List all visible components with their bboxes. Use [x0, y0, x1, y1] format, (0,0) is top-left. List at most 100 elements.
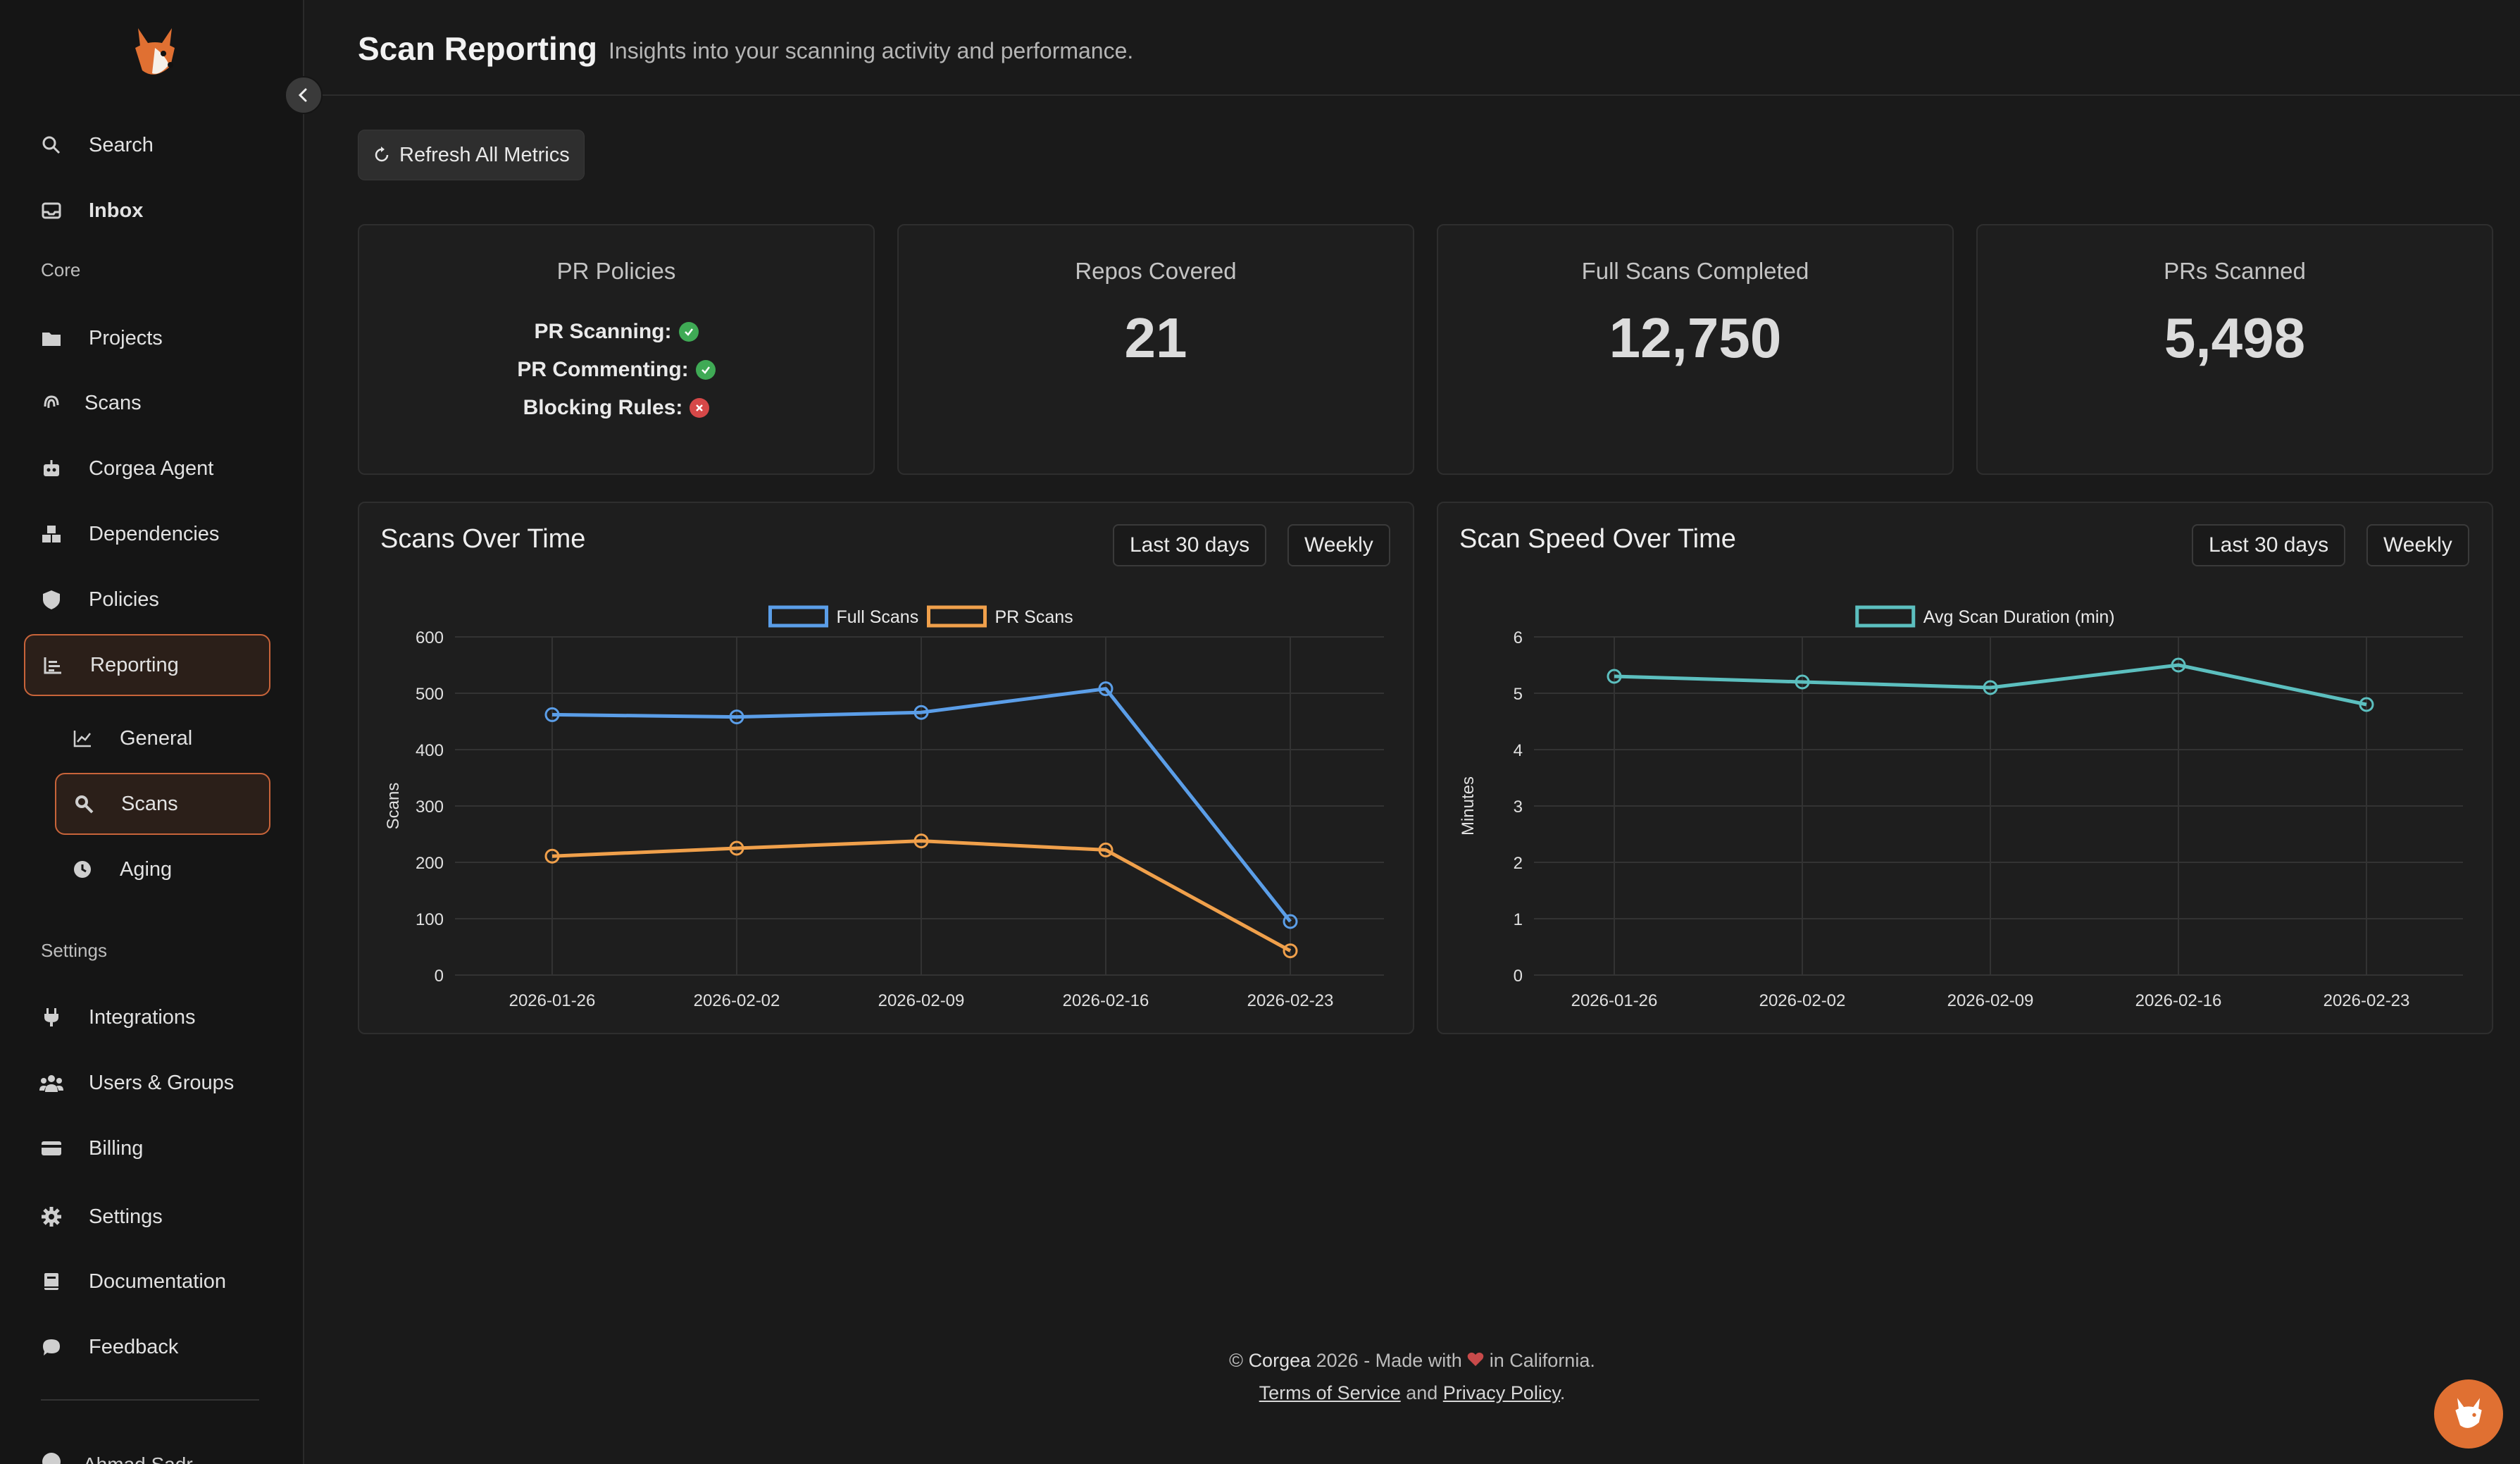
x-circle-icon	[690, 398, 710, 418]
nav-dependencies[interactable]: Dependencies	[24, 503, 270, 565]
nav-scans[interactable]: Scans	[24, 372, 270, 434]
nav-reporting-label: Reporting	[90, 653, 179, 676]
nav-dependencies-label: Dependencies	[89, 522, 220, 545]
corgea-logo[interactable]	[125, 24, 185, 83]
nav-reporting-aging-label: Aging	[120, 857, 173, 881]
users-icon	[39, 1071, 63, 1095]
folder-icon	[39, 326, 63, 350]
data-point	[1607, 669, 1622, 684]
x-tick-label: 2026-02-09	[1947, 991, 2034, 1010]
legend-label: PR Scans	[995, 607, 1073, 627]
search-chart-icon	[72, 792, 96, 816]
sidebar-divider	[41, 1399, 259, 1401]
nav-scans-label: Scans	[85, 391, 142, 414]
nav-reporting-general[interactable]: General	[55, 707, 270, 769]
inbox-icon	[39, 199, 63, 223]
data-point	[544, 707, 560, 722]
cubes-icon	[39, 522, 63, 546]
interval-select[interactable]: Weekly	[1287, 524, 1390, 566]
refresh-all-metrics-label: Refresh All Metrics	[399, 143, 570, 166]
series-line	[1614, 663, 2367, 707]
nav-feedback[interactable]: Feedback	[24, 1316, 270, 1378]
nav-settings[interactable]: Settings	[24, 1186, 270, 1248]
privacy-link[interactable]: Privacy Policy	[1442, 1382, 1560, 1403]
section-core-label: Core	[41, 259, 81, 280]
refresh-all-metrics-button[interactable]: Refresh All Metrics	[358, 130, 585, 180]
footer-period: .	[1559, 1382, 1566, 1403]
footer-copyright: © Corgea 2026 - Made with in California.	[304, 1350, 2520, 1372]
nav-policies[interactable]: Policies	[24, 569, 270, 631]
nav-corgea-agent[interactable]: Corgea Agent	[24, 438, 270, 500]
collapse-sidebar-button[interactable]	[285, 76, 323, 114]
card-repos-covered-title: Repos Covered	[1075, 258, 1237, 284]
data-point	[1795, 674, 1810, 690]
line-chart-icon	[70, 726, 94, 750]
panel-speed-title: Scan Speed Over Time	[1459, 524, 1736, 554]
y-tick-label: 6	[1514, 628, 1523, 647]
data-point	[913, 705, 929, 720]
nav-reporting[interactable]: Reporting	[24, 634, 270, 696]
policy-pr-scanning-label: PR Scanning:	[534, 320, 672, 343]
shield-icon	[39, 588, 63, 612]
terms-link[interactable]: Terms of Service	[1259, 1382, 1401, 1403]
clock-icon	[70, 857, 94, 881]
policy-blocking-rules-label: Blocking Rules:	[523, 396, 683, 419]
chevron-left-icon	[298, 88, 307, 102]
y-tick-label: 2	[1514, 854, 1523, 873]
refresh-icon	[375, 147, 389, 162]
interval-select[interactable]: Weekly	[2366, 524, 2469, 566]
x-tick-label: 2026-01-26	[509, 991, 596, 1010]
nav-users-groups[interactable]: Users & Groups	[24, 1052, 270, 1114]
user-profile[interactable]: Ahmad Sadr	[41, 1451, 193, 1464]
nav-projects[interactable]: Projects	[24, 307, 270, 369]
range-select[interactable]: Last 30 days	[1113, 524, 1267, 566]
y-tick-label: 5	[1514, 685, 1523, 704]
range-select[interactable]: Last 30 days	[2192, 524, 2346, 566]
policy-pr-scanning: PR Scanning:	[359, 320, 873, 344]
nav-inbox[interactable]: Inbox	[24, 180, 270, 242]
card-full-scans-value: 12,750	[1609, 306, 1782, 369]
search-icon	[39, 133, 63, 157]
nav-reporting-aging[interactable]: Aging	[55, 838, 270, 900]
gear-icon	[39, 1205, 63, 1229]
data-point	[2171, 657, 2186, 673]
footer-copyright-prefix: ©	[1229, 1350, 1249, 1371]
data-point	[1098, 681, 1114, 697]
footer-brand: Corgea	[1248, 1350, 1311, 1371]
credit-card-icon	[39, 1136, 63, 1160]
data-point	[729, 709, 744, 725]
plug-icon	[39, 1005, 63, 1029]
robot-icon	[39, 457, 63, 480]
policy-pr-commenting: PR Commenting:	[359, 358, 873, 382]
help-chat-button[interactable]	[2434, 1379, 2503, 1449]
user-icon	[41, 1451, 62, 1464]
footer-and: and	[1400, 1382, 1443, 1403]
data-point	[913, 833, 929, 849]
series-line	[551, 687, 1292, 923]
x-tick-label: 2026-02-23	[2323, 991, 2410, 1010]
legend-swatch	[927, 605, 987, 628]
y-tick-label: 0	[435, 967, 444, 986]
x-tick-label: 2026-02-02	[1759, 991, 1846, 1010]
legend-swatch	[768, 605, 828, 628]
nav-search[interactable]: Search	[24, 114, 270, 176]
nav-billing-label: Billing	[89, 1136, 144, 1160]
nav-billing[interactable]: Billing	[24, 1117, 270, 1179]
nav-documentation[interactable]: Documentation	[24, 1251, 270, 1313]
nav-reporting-scans[interactable]: Scans	[55, 773, 270, 835]
x-tick-label: 2026-02-16	[2135, 991, 2222, 1010]
nav-integrations[interactable]: Integrations	[24, 986, 270, 1048]
data-point	[2359, 697, 2374, 712]
data-point	[1283, 943, 1298, 959]
x-tick-label: 2026-02-16	[1063, 991, 1149, 1010]
check-circle-icon	[695, 360, 716, 380]
nav-users-groups-label: Users & Groups	[89, 1071, 235, 1094]
check-circle-icon	[678, 322, 699, 342]
y-tick-label: 3	[1514, 798, 1523, 817]
heart-icon	[1467, 1350, 1484, 1371]
y-tick-label: 500	[416, 685, 444, 704]
y-tick-label: 600	[416, 628, 444, 647]
card-prs-scanned-value: 5,498	[2164, 306, 2306, 369]
series-line	[551, 839, 1292, 953]
legend-label: Full Scans	[837, 607, 919, 627]
